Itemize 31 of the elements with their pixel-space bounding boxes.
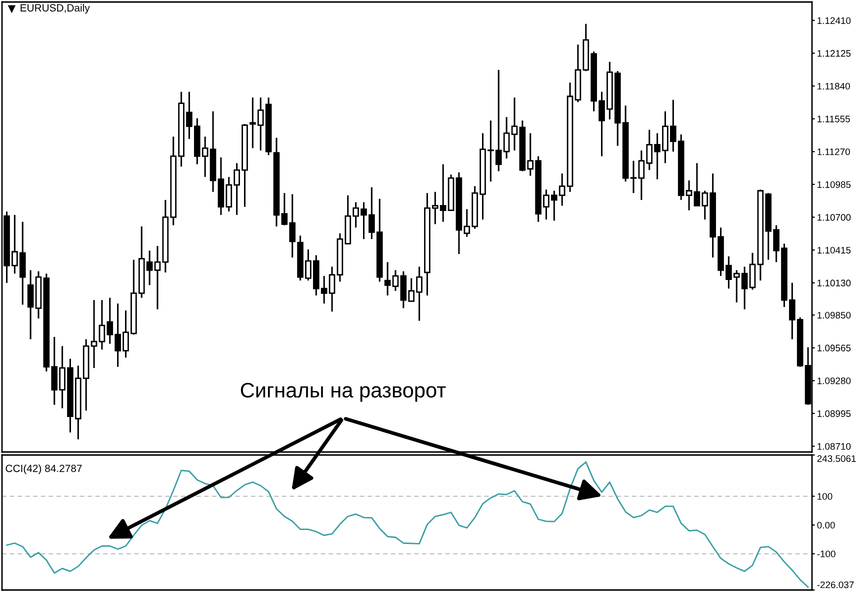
annotation: Сигналы на разворот (240, 382, 446, 402)
y-tick-label: 1.10130 (818, 280, 851, 286)
y-tick-label: 1.11840 (818, 82, 850, 90)
text: CCI(42) 84.2787 (6, 464, 82, 474)
y-tick-label: -226.037 (817, 581, 854, 588)
candlestick (154, 245, 161, 310)
y-tick-label: 1.09850 (818, 312, 851, 319)
candlestick (630, 160, 637, 194)
y-tick-label: 1.12410 (818, 17, 851, 24)
y-tick-label: 1.11555 (818, 116, 850, 122)
chart-title: EURUSD,Daily (20, 4, 90, 14)
candlestick (27, 269, 34, 340)
y-tick-label: 1.09280 (818, 377, 851, 384)
y-tick-label: 0.00 (817, 522, 835, 529)
y-tick-label: 100 (818, 493, 832, 500)
y-tick-label: 243.5061 (817, 455, 856, 462)
candlestick (749, 252, 756, 290)
y-tick-label: 1.10700 (818, 214, 851, 221)
candlestick (384, 261, 391, 296)
y-tick-label: 1.12125 (818, 50, 851, 57)
candlestick (511, 96, 518, 152)
y-tick-label: 1.08710 (818, 443, 851, 450)
candlestick (90, 299, 98, 369)
y-tick-label: 1.10415 (818, 246, 851, 254)
y-tick-label: 1.10985 (818, 181, 851, 188)
y-tick-label: 1.08995 (818, 410, 851, 417)
candlestick (328, 266, 336, 312)
y-tick-label: 1.11270 (818, 148, 850, 156)
y-tick-label: -100 (817, 550, 836, 558)
candlestick (392, 269, 399, 292)
y-tick-label: 1.09565 (818, 344, 851, 352)
